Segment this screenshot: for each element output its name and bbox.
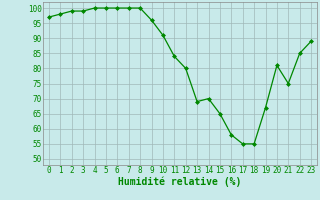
X-axis label: Humidité relative (%): Humidité relative (%) bbox=[118, 177, 242, 187]
